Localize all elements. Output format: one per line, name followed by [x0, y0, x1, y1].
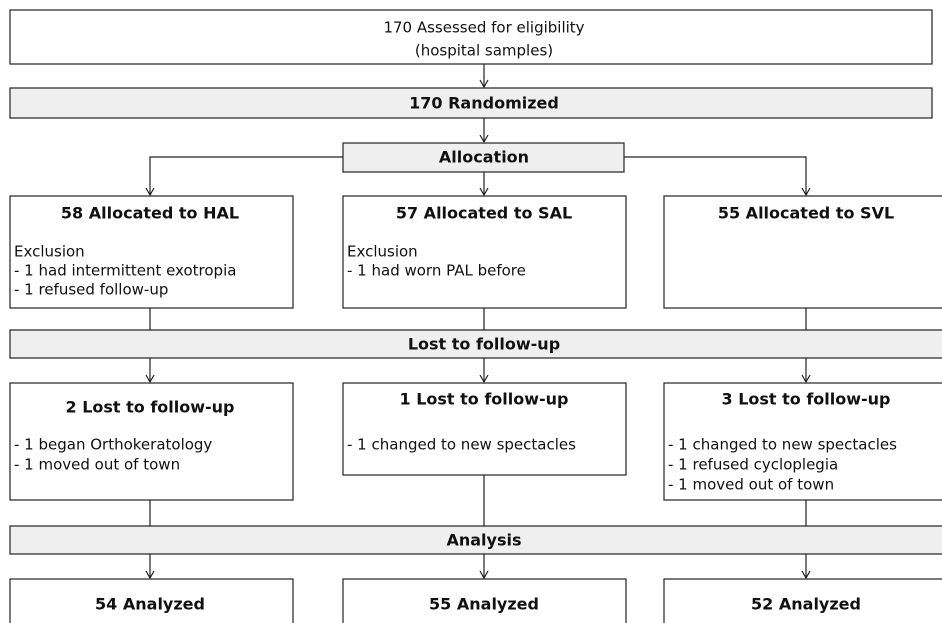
arrow	[624, 156, 811, 197]
exclusion-heading: Exclusion	[14, 243, 85, 261]
lost-stage-box	[9, 329, 942, 359]
arm-title: 55 Allocated to SVL	[718, 204, 894, 223]
exclusion-heading: Exclusion	[347, 243, 418, 261]
analysis-stage-box	[9, 525, 942, 555]
arm-title: 57 Allocated to SAL	[396, 204, 572, 223]
exclusion-item: - 1 had worn PAL before	[347, 262, 526, 280]
lost-box	[663, 382, 942, 501]
allocation-label: Allocation	[439, 148, 529, 167]
lost-title: 1 Lost to follow-up	[399, 390, 568, 409]
lost-reason: - 1 refused cycloplegia	[668, 456, 838, 474]
lost-reason: - 1 changed to new spectacles	[347, 436, 576, 454]
lost-reason: - 1 moved out of town	[14, 456, 180, 474]
lost-reason: - 1 moved out of town	[668, 476, 834, 494]
allocation-arm-box	[663, 195, 942, 309]
allocation-arm-box	[9, 195, 294, 309]
analyzed-title: 52 Analyzed	[751, 595, 861, 614]
analyzed-title: 54 Analyzed	[95, 595, 205, 614]
analyzed-box	[9, 578, 294, 623]
lost-stage-label: Lost to follow-up	[408, 335, 560, 354]
screening-line: 170 Assessed for eligibility	[383, 19, 584, 37]
screening-box	[9, 9, 933, 65]
exclusion-item: - 1 had intermittent exotropia	[14, 262, 236, 280]
arrow	[145, 156, 343, 197]
exclusion-item: - 1 refused follow-up	[14, 281, 168, 299]
analysis-stage-label: Analysis	[446, 531, 521, 550]
randomized-box	[9, 87, 933, 119]
lost-reason: - 1 changed to new spectacles	[668, 436, 897, 454]
lost-box	[342, 382, 627, 476]
analyzed-title: 55 Analyzed	[429, 595, 539, 614]
arm-title: 58 Allocated to HAL	[61, 204, 239, 223]
screening-line: (hospital samples)	[415, 42, 553, 60]
analyzed-box	[342, 578, 627, 623]
analyzed-box	[663, 578, 942, 623]
lost-title: 3 Lost to follow-up	[721, 390, 890, 409]
lost-title: 2 Lost to follow-up	[65, 398, 234, 417]
randomized-label: 170 Randomized	[409, 94, 559, 113]
lost-reason: - 1 began Orthokeratology	[14, 436, 212, 454]
lost-box	[9, 382, 294, 501]
